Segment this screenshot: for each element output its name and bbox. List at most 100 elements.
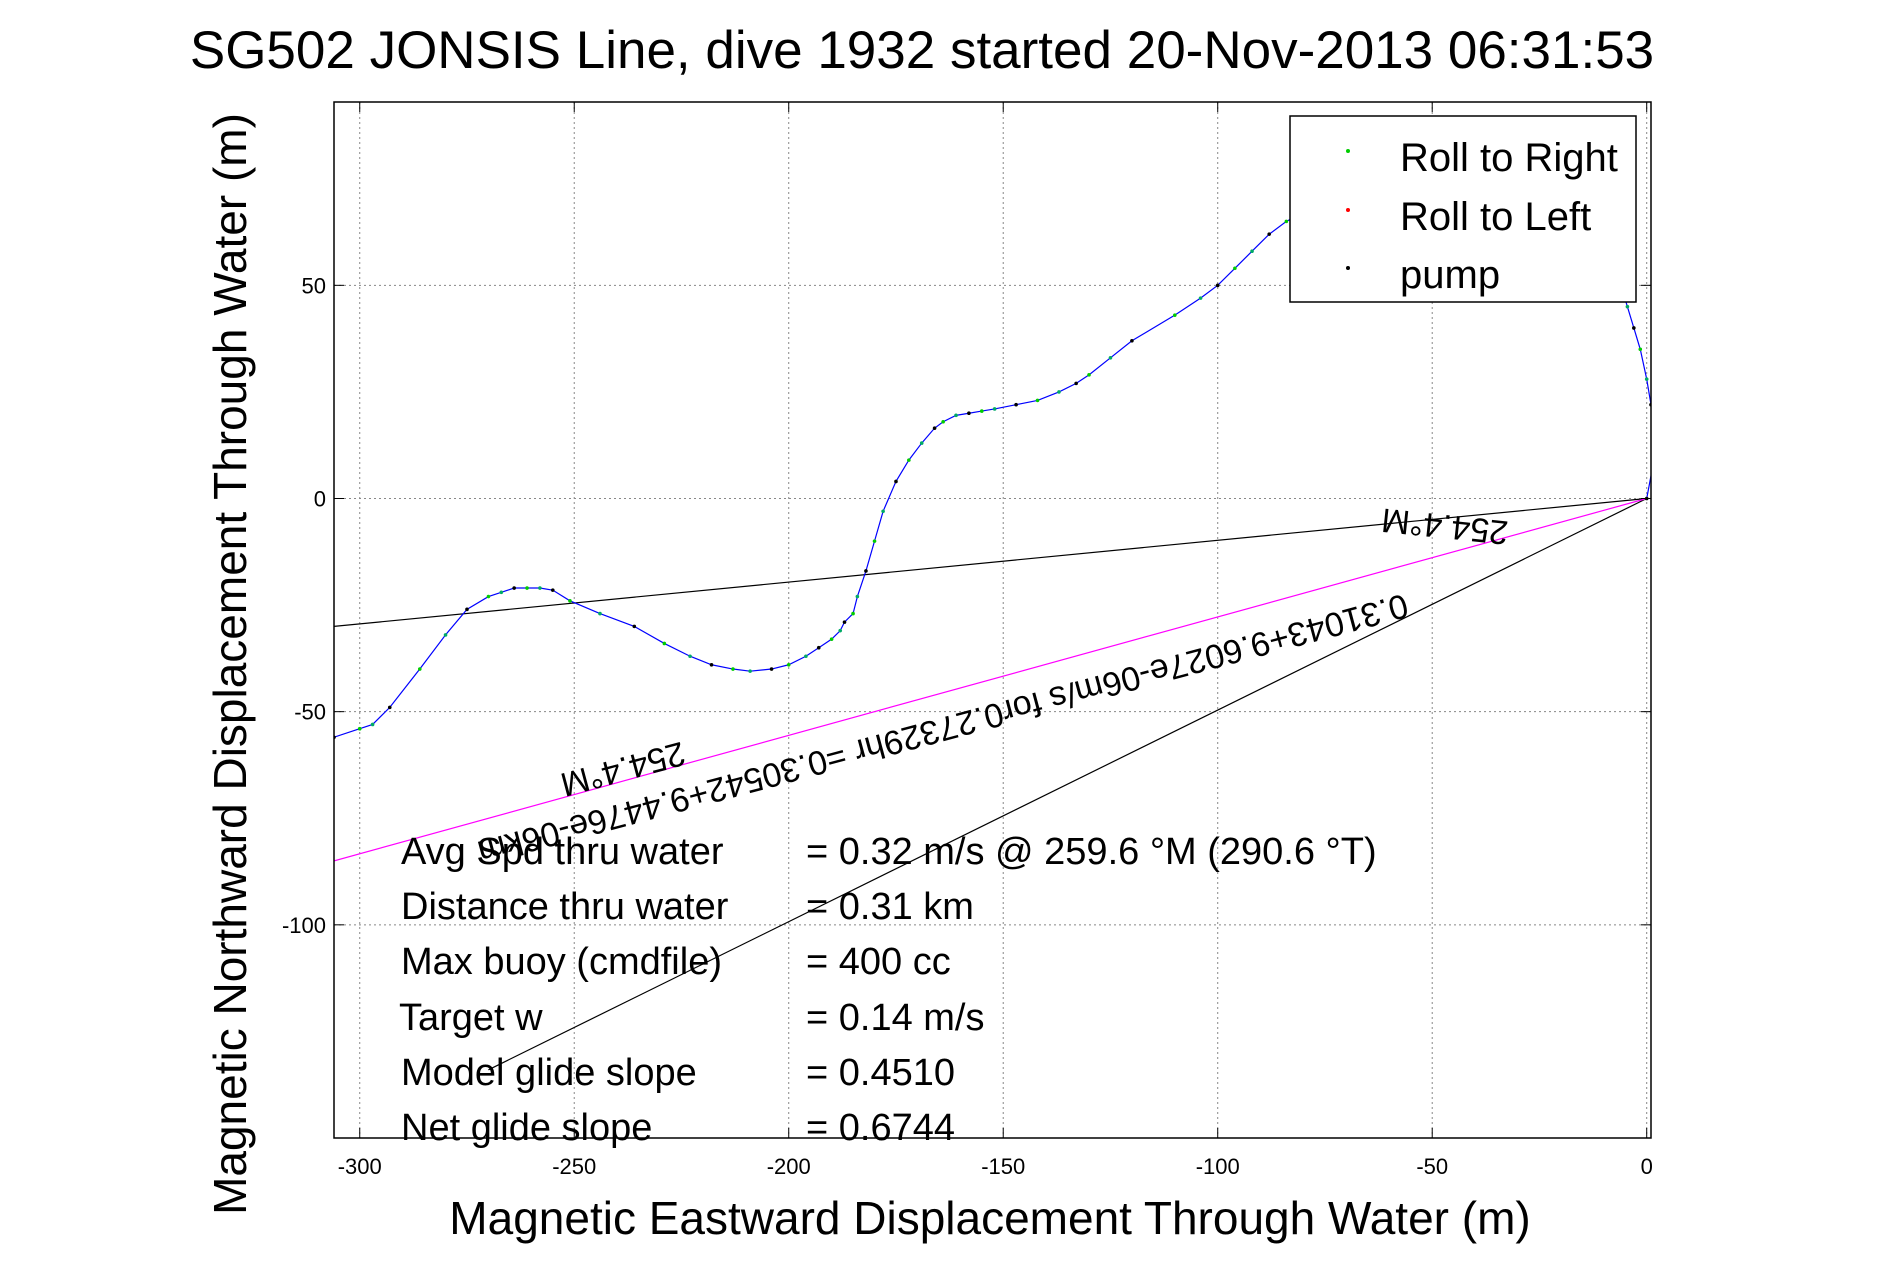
track-point: [907, 458, 911, 462]
legend-label-roll-left: Roll to Left: [1400, 195, 1591, 239]
y-axis-label: Magnetic Northward Displacement Through …: [204, 113, 256, 1215]
track-point: [842, 620, 847, 624]
track-point: [550, 588, 555, 592]
x-tick-label: -100: [1196, 1154, 1240, 1179]
track-point: [1035, 398, 1040, 403]
stats-annotation: Avg Spd thru water = 0.32 m/s @ 259.6 °M…: [399, 831, 1377, 1149]
stat-label-net-glide: Net glide slope: [401, 1107, 652, 1149]
track-point: [786, 662, 791, 667]
track-point: [387, 705, 392, 710]
stat-value-net-glide: = 0.6744: [806, 1107, 955, 1149]
reference-line-0: [334, 497, 1647, 627]
track-point: [881, 509, 885, 514]
track-point: [864, 569, 868, 573]
track-point: [829, 637, 834, 641]
legend-label-roll-right: Roll to Right: [1400, 136, 1618, 180]
chart-title: SG502 JONSIS Line, dive 1932 started 20-…: [190, 21, 1654, 80]
track-point: [851, 611, 855, 616]
track-point: [1215, 283, 1220, 288]
track-point: [1130, 338, 1134, 343]
track-point: [1074, 381, 1078, 386]
axis-ticks: -300 -250 -200 -150 -100 -50 0 50 0 -50 -100: [282, 102, 1653, 1179]
track-point: [499, 590, 504, 595]
stat-value-avg-spd: = 0.32 m/s @ 259.6 °M (290.6 °T): [806, 831, 1377, 873]
x-tick-label: -150: [981, 1154, 1025, 1179]
stat-value-target-w: = 0.14 m/s: [806, 997, 984, 1039]
x-tick-label: -300: [338, 1154, 382, 1179]
track-point: [954, 413, 958, 418]
track-point: [1087, 373, 1091, 377]
track-point: [632, 624, 637, 629]
track-point: [919, 441, 924, 445]
legend-marker-pump: [1346, 266, 1350, 270]
legend-label-pump: pump: [1400, 253, 1500, 297]
track-point: [443, 633, 448, 637]
track-point: [662, 641, 667, 646]
stat-value-distance: = 0.31 km: [806, 886, 974, 928]
track-point: [894, 479, 898, 484]
track-point: [568, 599, 572, 603]
x-tick-label: 0: [1641, 1154, 1653, 1179]
track-point: [855, 594, 860, 599]
track-point: [967, 411, 971, 416]
track-point: [1198, 296, 1203, 300]
track-point: [1250, 249, 1254, 254]
stat-label-distance: Distance thru water: [401, 886, 729, 928]
track-point: [816, 645, 821, 650]
reference-lines: [334, 497, 1647, 1071]
track-point: [417, 667, 422, 671]
track-point: [486, 594, 491, 599]
track-point: [1638, 347, 1643, 352]
plot-frame: [333, 101, 1652, 1139]
legend-marker-roll-right: [1346, 149, 1350, 153]
track-point: [941, 419, 945, 424]
track-point: [932, 426, 937, 430]
track-point: [872, 539, 877, 543]
track-point: [1267, 232, 1271, 236]
track-point: [1233, 266, 1237, 271]
track-point: [357, 726, 362, 731]
track-point: [1284, 219, 1289, 224]
track-point: [1057, 390, 1061, 394]
x-tick-label: -250: [552, 1154, 596, 1179]
legend-marker-roll-left: [1346, 208, 1350, 212]
track-point: [598, 611, 602, 616]
track-point: [1173, 313, 1177, 317]
track-point: [1651, 433, 1655, 437]
track-point: [1014, 402, 1018, 407]
track-point: [1625, 304, 1630, 309]
stat-label-model-glide: Model glide slope: [401, 1052, 697, 1094]
y-tick-label: 0: [314, 486, 326, 511]
y-tick-label: -100: [282, 913, 326, 938]
track-point: [709, 662, 714, 667]
x-tick-label: -50: [1416, 1154, 1448, 1179]
track-point: [1651, 463, 1655, 467]
track-point: [465, 607, 469, 612]
track-point: [1632, 326, 1636, 330]
track-point: [769, 667, 774, 671]
track-point: [538, 586, 542, 590]
reference-line-2: [334, 497, 1647, 862]
track-point: [992, 407, 997, 411]
y-tick-label: -50: [294, 700, 326, 725]
track-point: [370, 722, 375, 727]
track-point: [979, 409, 984, 413]
track-point: [804, 654, 808, 659]
reference-line-1: [488, 497, 1647, 1071]
stat-label-target-w: Target w: [399, 997, 543, 1039]
stat-label-avg-spd: Avg Spd thru water: [401, 831, 724, 873]
stat-value-model-glide: = 0.4510: [806, 1052, 955, 1094]
track-point: [1644, 377, 1649, 381]
track-point: [1108, 356, 1113, 360]
track-point: [838, 628, 843, 633]
track-point: [512, 586, 516, 590]
x-axis-label: Magnetic Eastward Displacement Through W…: [449, 1192, 1530, 1244]
track-point: [731, 667, 735, 671]
stat-value-max-buoy: = 400 cc: [806, 941, 951, 983]
track-point: [688, 654, 692, 659]
track-point: [525, 586, 529, 590]
legend: Roll to Right Roll to Left pump: [1289, 115, 1637, 303]
y-tick-label: 50: [302, 273, 326, 298]
x-tick-label: -200: [767, 1154, 811, 1179]
